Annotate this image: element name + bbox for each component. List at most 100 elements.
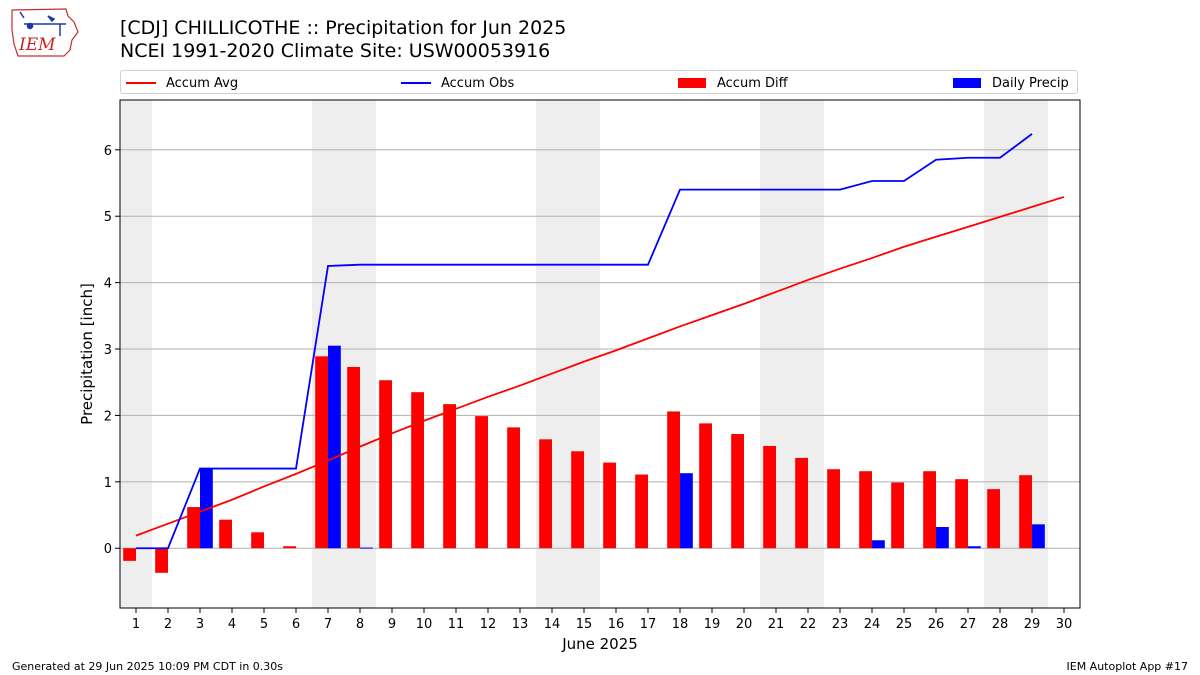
legend-swatch-accum-diff <box>678 78 706 88</box>
x-tick-label: 12 <box>480 617 497 632</box>
accum-diff-bar <box>443 404 456 549</box>
accum-avg-line <box>135 196 1065 537</box>
accum-diff-bar <box>315 356 328 549</box>
x-tick-label: 30 <box>1056 617 1073 632</box>
x-tick-label: 15 <box>576 617 593 632</box>
daily-precip-bar <box>328 345 341 549</box>
accum-diff-bar <box>379 380 392 549</box>
legend-label-accum-avg: Accum Avg <box>166 75 239 91</box>
x-tick-label: 13 <box>512 617 529 632</box>
y-tick-label: 2 <box>104 409 112 424</box>
accum-diff-bar <box>1019 475 1032 549</box>
x-tick-label: 20 <box>736 617 753 632</box>
x-axis-label: June 2025 <box>561 635 638 653</box>
x-tick-label: 6 <box>292 617 300 632</box>
x-tick-label: 17 <box>640 617 657 632</box>
daily-precip-bar <box>1032 524 1045 549</box>
gridlines <box>120 149 1080 549</box>
legend-label-accum-diff: Accum Diff <box>717 75 788 91</box>
legend-item-daily-precip: Daily Precip <box>953 74 1069 92</box>
legend-swatch-daily-precip <box>953 78 981 88</box>
y-axis-label: Precipitation [inch] <box>78 283 96 425</box>
accum-obs-line <box>136 133 1033 550</box>
x-tick-label: 23 <box>832 617 849 632</box>
x-tick-label: 22 <box>800 617 817 632</box>
legend-label-daily-precip: Daily Precip <box>992 75 1069 91</box>
x-tick-label: 25 <box>896 617 913 632</box>
x-tick-label: 14 <box>544 617 561 632</box>
x-tick-label: 26 <box>928 617 945 632</box>
accum-diff-bar <box>987 489 1000 549</box>
x-tick-label: 29 <box>1024 617 1041 632</box>
iowa-outline-icon <box>11 8 79 57</box>
y-tick-label: 0 <box>104 542 112 557</box>
x-tick-label: 10 <box>416 617 433 632</box>
bars <box>123 345 1045 573</box>
generated-timestamp: Generated at 29 Jun 2025 10:09 PM CDT in… <box>12 660 284 673</box>
y-tick-label: 1 <box>104 476 112 491</box>
accum-diff-bar <box>123 548 136 561</box>
x-tick-label: 21 <box>768 617 785 632</box>
daily-precip-bar <box>968 546 981 549</box>
x-tick-label: 18 <box>672 617 689 632</box>
x-tick-label: 19 <box>704 617 721 632</box>
y-tick-label: 6 <box>104 144 112 159</box>
x-tick-label: 11 <box>448 617 465 632</box>
x-tick-label: 9 <box>388 617 396 632</box>
weather-station-icon <box>19 11 66 36</box>
legend-label-accum-obs: Accum Obs <box>441 75 515 91</box>
x-tick-label: 28 <box>992 617 1009 632</box>
accum-diff-bar <box>507 427 520 549</box>
accum-diff-bar <box>859 471 872 549</box>
lines <box>135 133 1065 550</box>
daily-precip-bar <box>872 540 885 549</box>
x-tick-label: 24 <box>864 617 881 632</box>
weekend-band <box>120 100 152 608</box>
x-tick-label: 1 <box>132 617 140 632</box>
chart-subtitle: NCEI 1991-2020 Climate Site: USW00053916 <box>120 40 551 62</box>
x-tick-label: 16 <box>608 617 625 632</box>
chart-legend: Accum Avg Accum Obs Accum Diff Daily Pre… <box>120 70 1078 94</box>
chart-title: [CDJ] CHILLICOTHE :: Precipitation for J… <box>120 17 567 39</box>
legend-item-accum-avg: Accum Avg <box>126 74 238 92</box>
y-tick-label: 5 <box>104 210 112 225</box>
accum-diff-bar <box>187 507 200 549</box>
accum-diff-bar <box>603 462 616 549</box>
daily-precip-bar <box>360 547 373 549</box>
accum-diff-bar <box>411 392 424 549</box>
accum-diff-bar <box>923 471 936 549</box>
legend-swatch-accum-avg <box>126 82 156 84</box>
legend-item-accum-obs: Accum Obs <box>401 74 514 92</box>
accum-diff-bar <box>635 474 648 549</box>
accum-diff-bar <box>283 546 296 549</box>
app-label: IEM Autoplot App #17 <box>1066 660 1189 673</box>
x-tick-label: 2 <box>164 617 172 632</box>
accum-diff-bar <box>251 532 264 549</box>
y-tick-label: 4 <box>104 277 112 292</box>
x-tick-label: 3 <box>196 617 204 632</box>
accum-diff-bar <box>891 482 904 549</box>
daily-precip-bar <box>680 473 693 549</box>
x-tick-label: 27 <box>960 617 977 632</box>
accum-diff-bar <box>571 451 584 549</box>
accum-diff-bar <box>955 479 968 549</box>
accum-diff-bar <box>539 439 552 549</box>
x-tick-label: 5 <box>260 617 268 632</box>
accum-diff-bar <box>763 445 776 549</box>
accum-diff-bar <box>795 457 808 549</box>
legend-item-accum-diff: Accum Diff <box>678 74 788 92</box>
x-tick-label: 4 <box>228 617 236 632</box>
x-tick-label: 8 <box>356 617 364 632</box>
accum-diff-bar <box>347 366 360 549</box>
logo-text: IEM <box>18 35 56 55</box>
iem-logo: IEM <box>11 8 79 57</box>
daily-precip-bar <box>936 526 949 549</box>
accum-diff-bar <box>219 519 232 549</box>
accum-diff-bar <box>731 434 744 549</box>
accum-diff-bar <box>699 423 712 549</box>
x-tick-label: 7 <box>324 617 332 632</box>
accum-diff-bar <box>475 416 488 549</box>
accum-diff-bar <box>155 548 168 573</box>
